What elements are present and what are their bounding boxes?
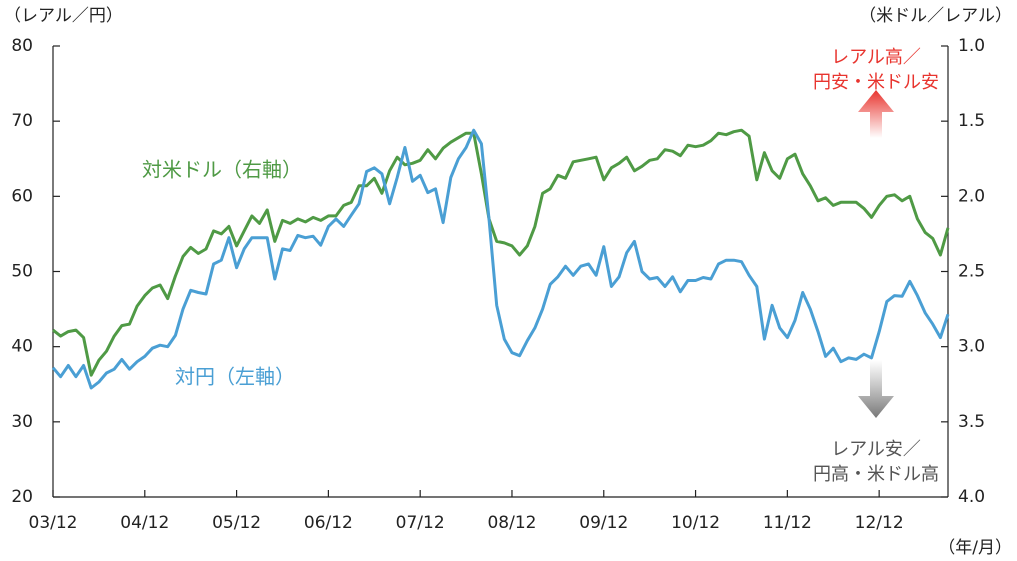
x-tick-label: 09/12 [579,513,628,533]
x-tick-label: 04/12 [120,513,169,533]
x-tick-label: 05/12 [212,513,261,533]
x-tick-label: 03/12 [29,513,78,533]
x-tick-label: 10/12 [671,513,720,533]
annotation: 円安・米ドル安 [813,72,939,93]
y2-tick-label: 3.0 [958,337,985,357]
y-axis-label: （レアル／円） [4,6,123,26]
x-axis-label: （年/月） [938,538,1012,558]
y2-tick-label: 4.0 [958,487,985,507]
x-tick-label: 12/12 [855,513,904,533]
y2-tick-label: 1.0 [958,36,985,56]
y-tick-label: 40 [11,337,33,357]
y-tick-label: 80 [11,36,33,56]
x-tick-label: 07/12 [396,513,445,533]
annotation: レアル安／ [831,439,921,460]
x-tick-label: 08/12 [487,513,536,533]
line-series [52,128,950,377]
y-tick-label: 20 [11,487,33,507]
annotation: 円高・米ドル高 [813,464,939,485]
y-tick-label: 30 [11,412,33,432]
y-tick-label: 70 [11,111,33,131]
line-series [51,128,950,390]
y2-tick-label: 3.5 [958,412,985,432]
series-label: 対円（左軸） [175,365,295,389]
x-tick-label: 06/12 [304,513,353,533]
y2-tick-label: 2.5 [958,262,985,282]
up-arrow [858,90,894,138]
y-tick-label: 50 [11,262,33,282]
annotation: レアル高／ [831,47,921,68]
y2-tick-label: 1.5 [958,111,985,131]
series-label: 対米ドル（右軸） [142,158,302,182]
y2-tick-label: 2.0 [958,186,985,206]
y-tick-label: 60 [11,186,33,206]
down-arrow [858,360,894,418]
y2-axis-label: （米ドル／レアル） [859,6,1012,26]
x-tick-label: 11/12 [763,513,812,533]
